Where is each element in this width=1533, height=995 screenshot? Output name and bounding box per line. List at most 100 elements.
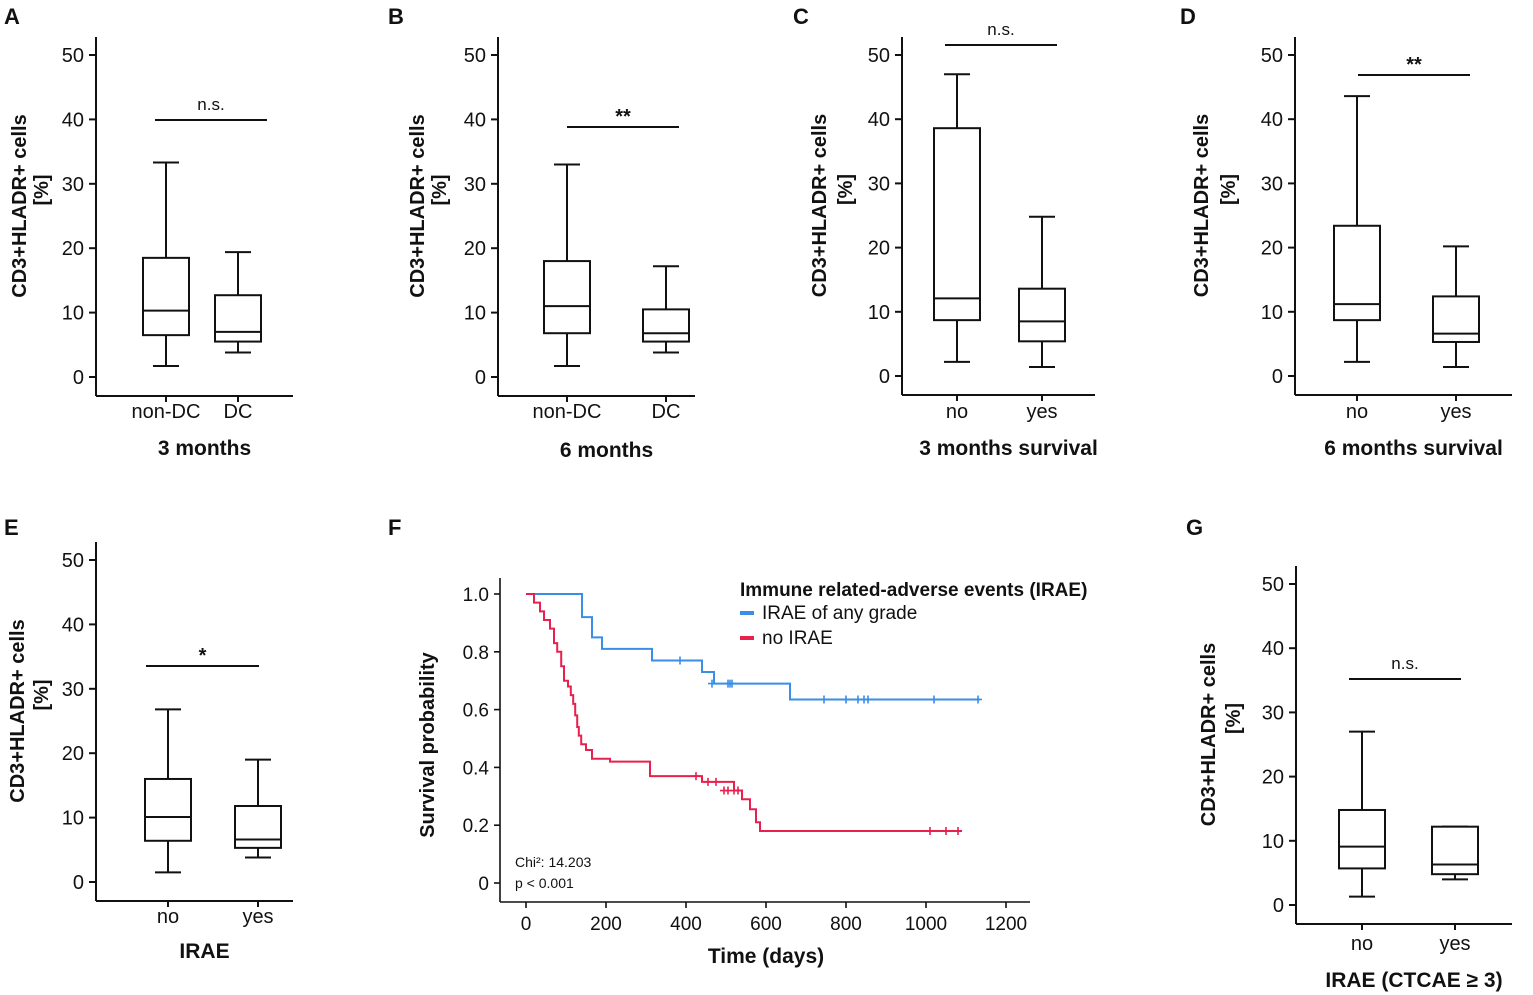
y-tick-label: 10	[1261, 302, 1283, 324]
significance-label: n.s.	[1391, 654, 1418, 673]
legend-label: no IRAE	[762, 628, 833, 649]
y-tick-label: 0.6	[463, 701, 489, 722]
x-tick-label: 0	[521, 914, 532, 935]
y-tick-label: 40	[868, 109, 890, 131]
box-iqr	[543, 260, 591, 335]
box-iqr	[1018, 287, 1066, 343]
box-iqr	[144, 777, 192, 842]
y-tick-label: 1.0	[463, 585, 489, 606]
y-tick-label: 0	[1273, 895, 1284, 917]
km-series-irae	[526, 593, 982, 704]
y-tick-label: 30	[62, 174, 84, 196]
x-tick-label: yes	[1440, 401, 1471, 423]
y-tick-label: 0	[73, 872, 84, 894]
y-tick-label: 10	[1262, 831, 1284, 853]
y-tick-label: 20	[1261, 238, 1283, 260]
legend-label: IRAE of any grade	[762, 603, 917, 624]
y-axis-unit: [%]	[1218, 174, 1240, 205]
significance-label: n.s.	[197, 95, 224, 114]
y-tick-label: 50	[868, 45, 890, 67]
y-axis-label: CD3+HLADR+ cells	[7, 619, 29, 802]
censor-mark	[728, 679, 736, 688]
panel-g: G 0 10 20 30 40 50 CD3+HLADR+ cells [%] no yes n.s.…	[1186, 515, 1512, 992]
box-dc	[214, 251, 262, 354]
x-tick-label: yes	[1026, 401, 1057, 423]
y-tick-label: 50	[1262, 574, 1284, 596]
x-axis-title: 3 months	[158, 437, 251, 460]
box-yes	[1018, 215, 1066, 369]
panel-b: B 0 10 20 30 40 50 CD3+HLADR+ cells [%] non-DC DC *…	[388, 4, 695, 462]
y-tick-label: 40	[1262, 638, 1284, 660]
x-tick-label: yes	[242, 906, 273, 928]
panel-a: A 0 10 20 30 40 50 CD3+HLADR+ cells [%] non-DC DC n…	[4, 4, 293, 460]
censor-mark	[974, 695, 982, 704]
panel-letter: A	[4, 4, 20, 29]
x-axis-title: IRAE (CTCAE ≥ 3)	[1325, 969, 1502, 992]
x-tick-label: no	[157, 906, 179, 928]
censor-mark	[734, 786, 742, 795]
y-tick-label: 40	[62, 614, 84, 636]
y-tick-label: 10	[464, 303, 486, 325]
panel-letter: G	[1186, 515, 1203, 540]
censor-mark	[864, 695, 872, 704]
x-tick-label: 1200	[985, 914, 1027, 935]
x-tick-label: non-DC	[533, 401, 602, 423]
panel-e: E 0 10 20 30 40 50 CD3+HLADR+ cells [%] no yes * IRA…	[4, 515, 293, 963]
box-no	[1338, 730, 1386, 898]
box-non-dc	[142, 161, 190, 368]
y-axis-unit: [%]	[31, 679, 53, 710]
y-axis-label: CD3+HLADR+ cells	[809, 114, 831, 297]
y-tick-label: 0.8	[463, 643, 489, 664]
y-tick-label: 0	[1272, 366, 1283, 388]
y-tick-label: 10	[62, 808, 84, 830]
y-axis-label: CD3+HLADR+ cells	[9, 114, 31, 297]
x-axis-title: 6 months survival	[1324, 437, 1503, 460]
y-tick-label: 40	[62, 109, 84, 131]
x-tick-label: 200	[590, 914, 622, 935]
box-no	[144, 708, 192, 874]
panel-letter: C	[793, 4, 809, 29]
y-tick-label: 30	[464, 174, 486, 196]
box-yes	[1431, 825, 1479, 881]
x-tick-label: non-DC	[132, 401, 201, 423]
y-tick-label: 50	[62, 550, 84, 572]
censor-mark	[954, 826, 962, 835]
y-axis-label: CD3+HLADR+ cells	[1191, 114, 1213, 297]
significance-label: **	[615, 106, 631, 128]
y-tick-label: 50	[62, 45, 84, 67]
x-tick-label: yes	[1439, 933, 1470, 955]
y-tick-label: 50	[464, 45, 486, 67]
box-no	[1333, 95, 1381, 363]
y-tick-label: 50	[1261, 45, 1283, 67]
y-tick-label: 0.2	[463, 816, 489, 837]
x-tick-label: 600	[750, 914, 782, 935]
x-tick-label: DC	[224, 401, 253, 423]
significance-label: n.s.	[987, 20, 1014, 39]
x-tick-label: 400	[670, 914, 702, 935]
y-tick-label: 20	[1262, 767, 1284, 789]
panel-c: C 0 10 20 30 40 50 CD3+HLADR+ cells [%] no yes n.s.…	[793, 4, 1098, 460]
y-axis-unit: [%]	[1223, 703, 1245, 734]
panel-d: D 0 10 20 30 40 50 CD3+HLADR+ cells [%] no yes ** 6 …	[1180, 4, 1512, 460]
box-iqr	[234, 805, 282, 849]
x-tick-label: no	[1351, 933, 1373, 955]
box-iqr	[1333, 224, 1381, 322]
y-axis-label: CD3+HLADR+ cells	[407, 114, 429, 297]
box-yes	[1432, 245, 1480, 369]
censor-mark	[676, 656, 684, 665]
x-tick-label: no	[946, 401, 968, 423]
box-no	[933, 73, 981, 363]
panel-letter: E	[4, 515, 19, 540]
y-tick-label: 30	[1262, 702, 1284, 724]
x-axis-title: IRAE	[179, 940, 229, 963]
box-non-dc	[543, 163, 591, 368]
y-axis-unit: [%]	[835, 174, 857, 205]
y-tick-label: 30	[62, 679, 84, 701]
box-iqr	[1432, 295, 1480, 343]
x-tick-label: DC	[652, 401, 681, 423]
x-axis-title: 3 months survival	[919, 437, 1098, 460]
y-tick-label: 0	[475, 367, 486, 389]
box-iqr	[214, 294, 262, 343]
panel-letter: B	[388, 4, 404, 29]
panel-letter: D	[1180, 4, 1196, 29]
